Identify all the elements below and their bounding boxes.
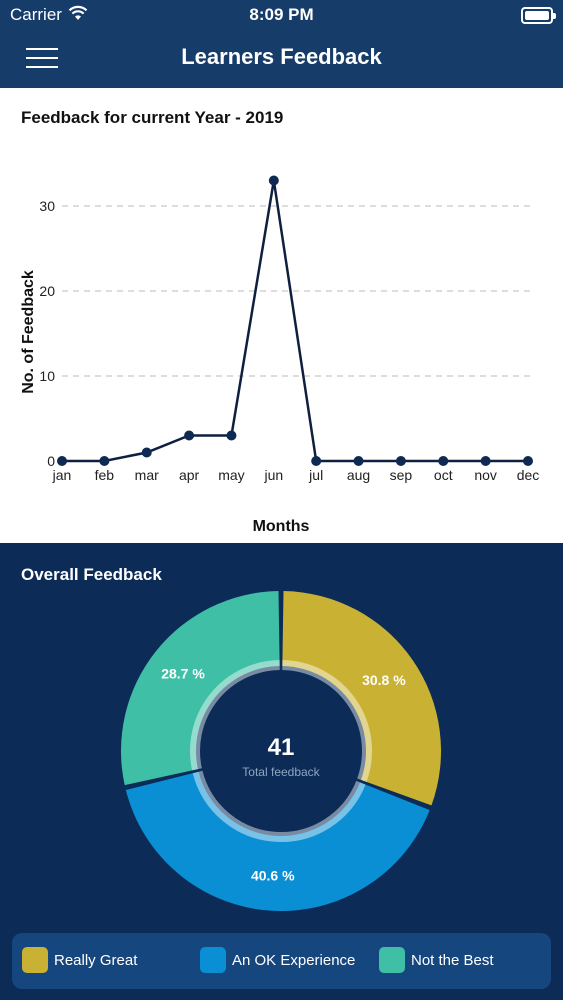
- overall-feedback-title: Overall Feedback: [21, 565, 162, 584]
- legend-swatch: [200, 947, 226, 973]
- y-tick-label: 20: [39, 283, 55, 299]
- legend-label: An OK Experience: [232, 952, 356, 969]
- x-tick-label: mar: [135, 467, 159, 483]
- yearly-feedback-title: Feedback for current Year - 2019: [21, 108, 284, 127]
- carrier-label: Carrier: [10, 5, 62, 24]
- data-point-dec: [523, 456, 533, 466]
- yearly-feedback-card: Feedback for current Year - 2019 0 10 20 30…: [0, 88, 563, 543]
- x-tick-label: dec: [517, 467, 540, 483]
- donut-hole: [201, 671, 361, 831]
- x-tick-label: oct: [434, 467, 453, 483]
- data-point-nov: [480, 456, 491, 466]
- slice-really-great: [282, 591, 441, 806]
- y-tick-label: 0: [47, 453, 55, 469]
- legend-label: Really Great: [54, 952, 138, 969]
- data-point-apr: [184, 430, 195, 441]
- navigation-bar: Learners Feedback: [0, 30, 563, 88]
- line-chart: 0 10 20 30 jan feb mar apr may jun jul aug sep oct nov…: [20, 175, 540, 535]
- wifi-icon: [68, 5, 88, 20]
- legend-label: Not the Best: [411, 952, 494, 969]
- x-tick-label: apr: [179, 467, 200, 483]
- slice-inner-rim: [282, 660, 372, 782]
- status-bar: Carrier 8:09 PM: [0, 0, 563, 30]
- x-tick-label: jul: [308, 467, 323, 483]
- data-point-jun: [268, 175, 279, 186]
- battery-icon: [521, 7, 556, 24]
- y-tick-label: 10: [39, 368, 55, 384]
- slice-percent-label: 30.8 %: [362, 672, 406, 688]
- legend-swatch: [22, 947, 48, 973]
- x-tick-label: may: [218, 467, 244, 483]
- data-point-may: [226, 430, 237, 441]
- data-point-feb: [99, 456, 110, 466]
- total-label: Total feedback: [242, 765, 320, 779]
- series-line: [62, 180, 528, 463]
- x-tick-label: feb: [95, 467, 115, 483]
- data-point-mar: [141, 447, 152, 458]
- slice-percent-label: 28.7 %: [161, 665, 205, 681]
- slice-inner-rim: [192, 770, 366, 842]
- x-tick-label: sep: [390, 467, 413, 483]
- donut-chart: 30.8 % 40.6 % 28.7 % 41 Total feedback: [121, 591, 441, 911]
- hamburger-menu-icon[interactable]: [26, 46, 58, 70]
- x-tick-label: jun: [263, 467, 283, 483]
- data-point-jan: [57, 456, 67, 466]
- y-tick-label: 30: [39, 198, 55, 214]
- slice-percent-label: 40.6 %: [251, 868, 295, 884]
- data-point-jul: [311, 456, 322, 466]
- data-point-oct: [438, 456, 449, 466]
- data-point-aug: [353, 456, 364, 466]
- chart-legend: Really Great An OK Experience Not the Be…: [12, 933, 551, 989]
- data-point-sep: [395, 456, 406, 466]
- x-tick-label: aug: [347, 467, 370, 483]
- x-axis-title: Months: [253, 518, 310, 535]
- y-axis-title: No. of Feedback: [20, 270, 37, 394]
- page-title: Learners Feedback: [181, 44, 382, 69]
- legend-swatch: [379, 947, 405, 973]
- clock: 8:09 PM: [249, 5, 314, 24]
- slice-not-the-best: [121, 591, 280, 786]
- overall-feedback-card: Overall Feedback 30.8 % 40.6 % 28.7 % 41 Tot…: [0, 543, 563, 1000]
- x-tick-label: nov: [474, 467, 497, 483]
- slice-an-ok-experience: [125, 771, 430, 911]
- slice-inner-rim: [190, 660, 280, 771]
- x-tick-label: jan: [52, 467, 72, 483]
- total-count: 41: [268, 734, 295, 761]
